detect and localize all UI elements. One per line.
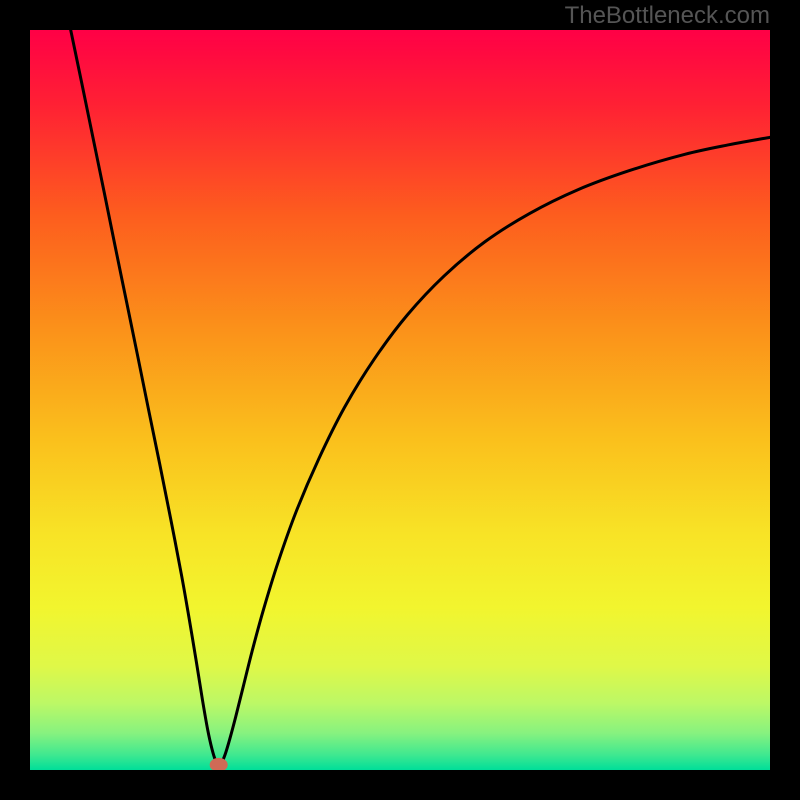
- chart-container: TheBottleneck.com: [0, 0, 800, 800]
- gradient-background: [30, 30, 770, 770]
- watermark-text: TheBottleneck.com: [565, 2, 770, 30]
- plot-area: [30, 30, 770, 770]
- plot-svg: [30, 30, 770, 770]
